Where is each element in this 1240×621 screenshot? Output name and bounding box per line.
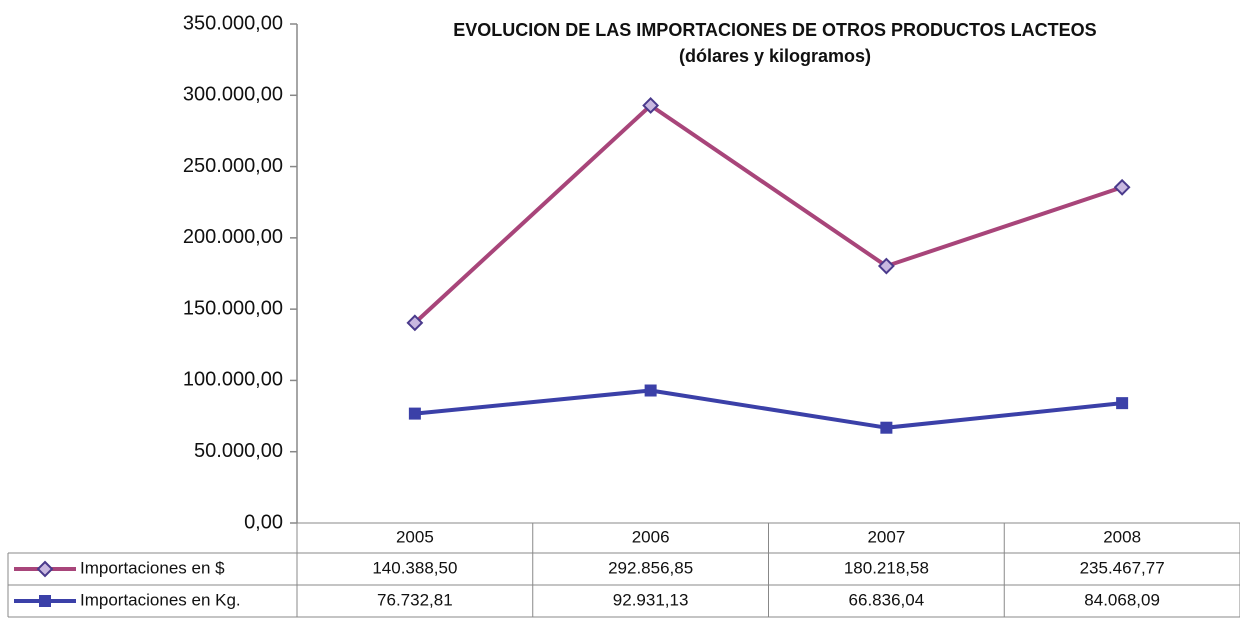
table-value: 66.836,04: [849, 590, 925, 609]
marker: [877, 257, 895, 275]
table-value: 235.467,77: [1080, 558, 1165, 577]
x-tick-label: 2006: [632, 527, 670, 546]
table-value: 84.068,09: [1084, 590, 1160, 609]
y-tick-label: 50.000,00: [194, 440, 283, 462]
y-tick-label: 250.000,00: [183, 155, 283, 177]
marker: [1116, 397, 1129, 410]
chart-title: EVOLUCION DE LAS IMPORTACIONES DE OTROS …: [453, 20, 1096, 40]
table-value: 180.218,58: [844, 558, 929, 577]
y-tick-label: 150.000,00: [183, 297, 283, 319]
marker: [1113, 178, 1131, 196]
y-tick-label: 100.000,00: [183, 369, 283, 391]
table-value: 92.931,13: [613, 590, 689, 609]
table-value: 76.732,81: [377, 590, 453, 609]
y-tick-label: 300.000,00: [183, 84, 283, 106]
x-tick-label: 2008: [1103, 527, 1141, 546]
series-line: [414, 388, 1123, 430]
y-tick-label: 0,00: [244, 511, 283, 533]
y-tick-label: 350.000,00: [183, 12, 283, 34]
marker: [406, 314, 424, 332]
marker: [880, 421, 893, 434]
y-tick-label: 200.000,00: [183, 226, 283, 248]
table-value: 292.856,85: [608, 558, 693, 577]
marker: [39, 595, 51, 607]
marker: [644, 384, 657, 397]
chart-subtitle: (dólares y kilogramos): [679, 46, 871, 66]
marker: [642, 97, 660, 114]
legend-label: Importaciones en $: [80, 558, 225, 577]
x-tick-label: 2005: [396, 527, 434, 546]
legend-label: Importaciones en Kg.: [80, 590, 241, 609]
x-tick-label: 2007: [867, 527, 905, 546]
marker: [408, 407, 421, 420]
marker: [36, 560, 54, 578]
table-value: 140.388,50: [372, 558, 457, 577]
series-line: [413, 103, 1123, 325]
